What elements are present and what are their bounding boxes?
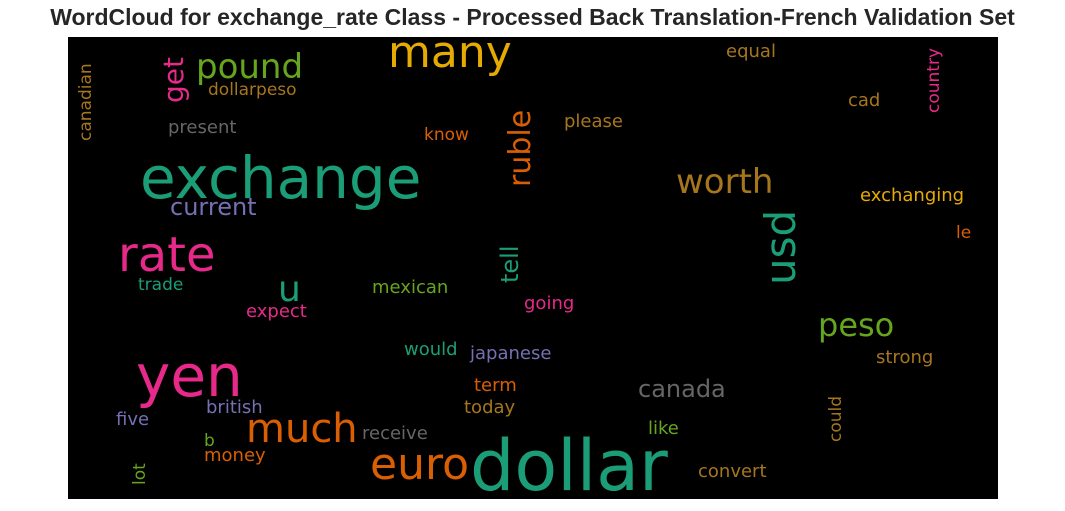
word-term: term (474, 375, 517, 396)
word-worth: worth (676, 162, 774, 202)
word-like: like (648, 418, 679, 439)
word-equal: equal (726, 41, 776, 62)
word-exchanging: exchanging (860, 185, 965, 206)
chart-title: WordCloud for exchange_rate Class - Proc… (50, 4, 1015, 30)
word-exchange: exchange (140, 144, 422, 212)
word-receive: receive (362, 423, 428, 444)
word-expect: expect (246, 301, 307, 322)
word-rate: rate (118, 227, 216, 283)
word-know: know (424, 125, 469, 145)
word-ruble: ruble (503, 109, 538, 187)
word-would: would (404, 339, 458, 360)
word-cad: cad (848, 90, 881, 111)
word-much: much (246, 406, 358, 452)
word-please: please (564, 111, 623, 132)
word-dollar: dollar (470, 425, 668, 499)
word-mexican: mexican (372, 277, 449, 298)
word-convert: convert (698, 461, 767, 482)
word-peso: peso (818, 306, 895, 344)
word-money: money (204, 445, 266, 466)
word-japanese: japanese (470, 343, 552, 364)
word-b: b (204, 431, 215, 451)
word-could: could (826, 395, 846, 442)
word-trade: trade (138, 275, 184, 295)
word-cloud: exchange dollar yen rate many euro much usd wort… (68, 37, 998, 499)
word-usd: usd (756, 209, 805, 285)
word-five: five (116, 409, 150, 430)
word-le: le (956, 223, 972, 243)
word-many: many (388, 37, 512, 78)
word-present: present (168, 117, 237, 138)
word-going: going (524, 293, 575, 314)
word-current: current (170, 193, 257, 221)
word-tell: tell (496, 245, 524, 283)
word-canadian: canadian (76, 63, 96, 141)
word-dollarpeso: dollarpeso (208, 80, 297, 100)
word-british: british (206, 397, 263, 418)
word-pound: pound (196, 47, 304, 87)
word-strong: strong (876, 347, 934, 368)
word-get: get (157, 57, 190, 103)
word-country: country (924, 47, 944, 113)
word-u: u (278, 269, 301, 310)
word-yen: yen (136, 342, 243, 410)
word-lot: lot (130, 463, 150, 485)
word-canada: canada (638, 375, 726, 403)
word-euro: euro (370, 439, 469, 490)
word-today: today (464, 397, 516, 418)
